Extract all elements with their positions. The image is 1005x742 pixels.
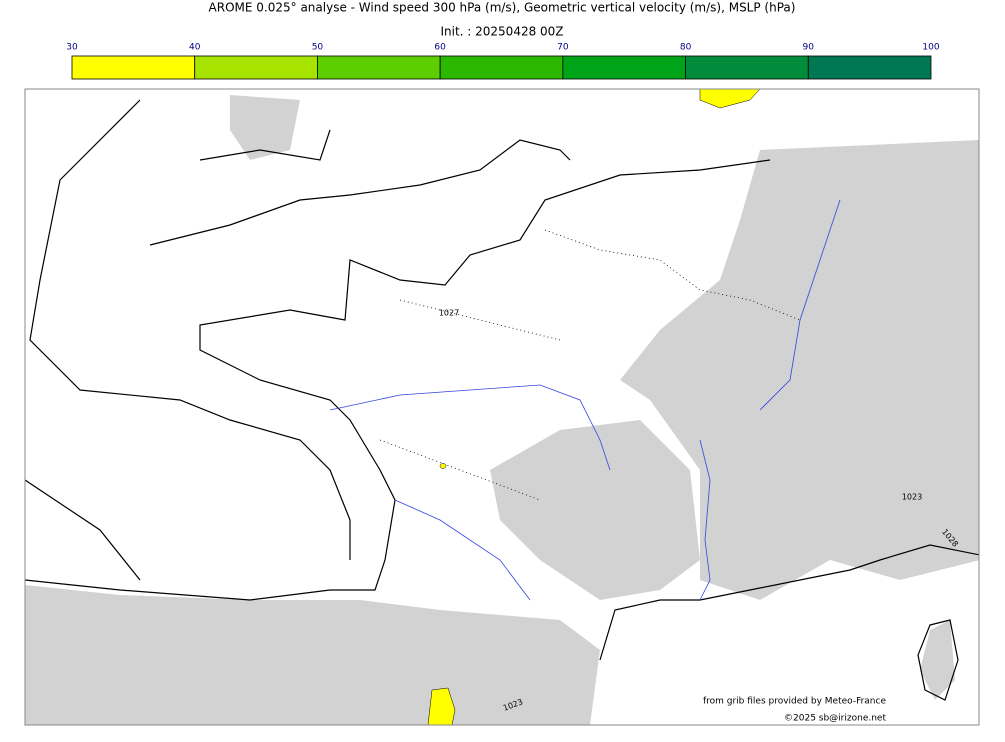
colorbar: 30 40 50 60 70 80 90 100 [66,43,940,80]
colorbar-segment [71,55,196,80]
isobar-label: 1027 [439,309,459,318]
border-dots [379,229,801,501]
relief-pyrenees-spain [25,585,600,725]
coastline-corsica [917,619,959,701]
coastline-uk [149,129,571,246]
colorbar-segment [194,55,318,80]
colorbar-tick-label: 100 [922,43,939,53]
colorbar-tick-label: 70 [557,43,569,53]
colorbar-segment [807,55,932,80]
colorbar-segment [685,55,809,80]
coastline-france [25,159,771,601]
relief-uk [230,95,300,160]
colorbar-tick-label: 80 [680,43,692,53]
coastline-med [599,544,979,661]
isobar-label: 1023 [902,493,922,502]
colorbar-segment [317,55,441,80]
relief-corsica [920,620,955,700]
wind-patch [439,463,447,469]
river-garonne [394,499,531,601]
map: 1027 1023 1028 1023 from grib files prov… [24,88,980,726]
river-rhine [759,199,841,411]
colorbar-tick-label: 90 [803,43,815,53]
wind-patch [427,687,456,725]
source-credit: from grib files provided by Meteo-France [703,697,886,707]
colorbar-segment [562,55,686,80]
map-frame [24,88,980,726]
relief-massif-central [490,420,700,600]
title: AROME 0.025° analyse - Wind speed 300 hP… [209,1,796,15]
colorbar-tick-label: 50 [312,43,324,53]
colorbar-tick-label: 60 [434,43,446,53]
wind-patch [699,89,761,109]
colorbar-tick-label: 30 [66,43,78,53]
river-loire [329,384,611,471]
coastline-atlantic-contour [25,99,351,581]
copyright: ©2025 sb@irizone.net [784,714,886,724]
init-time: Init. : 20250428 00Z [440,25,563,39]
colorbar-tick-label: 40 [189,43,201,53]
river-rhone [699,439,711,601]
colorbar-segment [439,55,564,80]
